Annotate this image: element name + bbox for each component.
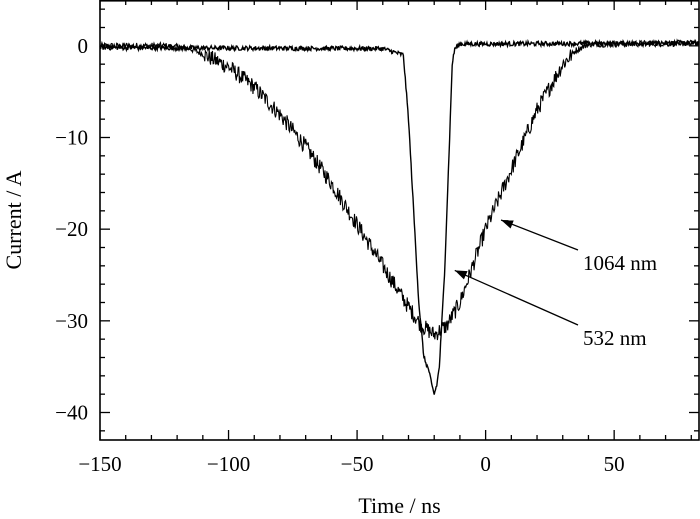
y-tick-label: 0	[78, 34, 89, 58]
series-line-532nm	[99, 38, 700, 395]
x-axis-title: Time / ns	[358, 493, 440, 518]
annotation-arrow-1064nm	[500, 219, 579, 251]
x-tick-label: −50	[341, 452, 374, 476]
plot-frame	[99, 0, 700, 441]
annotation-arrow-532nm	[454, 269, 579, 326]
ticks-layer	[99, 0, 699, 440]
y-tick-label: −40	[55, 401, 88, 425]
y-tick-label: −30	[55, 309, 88, 333]
annotation-arrowhead-532nm	[454, 270, 468, 280]
x-tick-label: −100	[207, 452, 250, 476]
annotation-arrowhead-1064nm	[501, 220, 514, 229]
series-layer	[99, 38, 700, 395]
x-tick-label: −150	[78, 452, 121, 476]
x-tick-label: 50	[604, 452, 625, 476]
x-tick-label: 0	[480, 452, 491, 476]
annotation-label-532nm: 532 nm	[583, 326, 647, 350]
series-line-1064nm	[99, 38, 700, 341]
annotation-label-1064nm: 1064 nm	[583, 251, 657, 275]
y-tick-label: −10	[55, 126, 88, 150]
y-tick-label: −20	[55, 217, 88, 241]
y-axis-title: Current / A	[1, 170, 26, 269]
tick-labels-layer: −150 −100 −50 0 50 0 −10 −20 −30 −40	[55, 34, 625, 476]
annotations-layer: 1064 nm 532 nm	[454, 219, 657, 350]
